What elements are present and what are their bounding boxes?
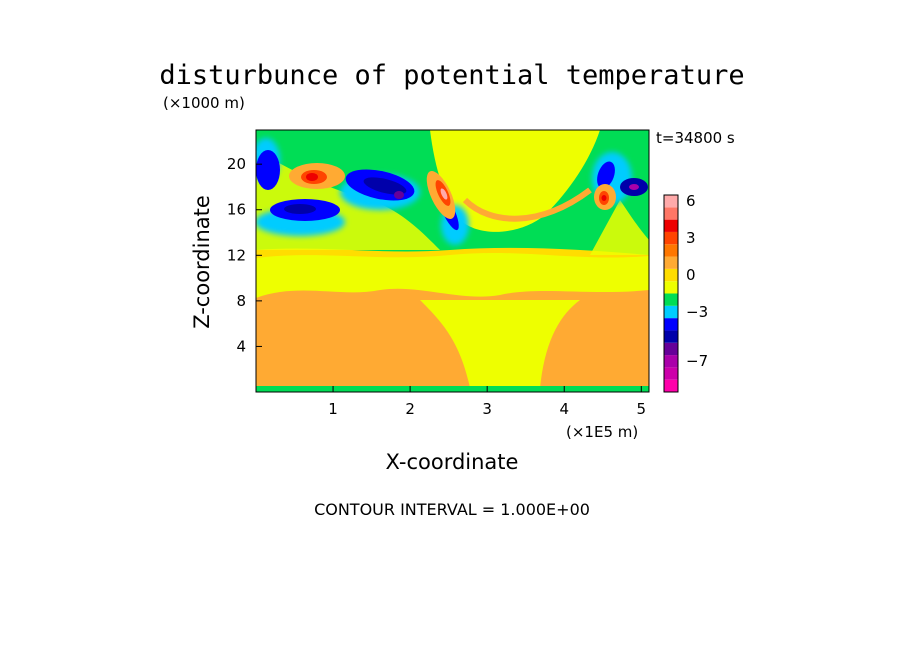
field-mid-yellow-band <box>256 252 649 298</box>
y-unit-label: (×1000 m) <box>163 94 245 112</box>
y-axis-label: Z-coordinate <box>190 195 214 329</box>
blue-core-right1 <box>597 161 615 189</box>
colorbar-bin <box>664 256 678 269</box>
warm-fan-arc <box>462 187 592 222</box>
purple-core-center <box>394 191 404 199</box>
y-tick-label: 16 <box>227 201 246 219</box>
colorbar-tick-label: −3 <box>686 303 708 321</box>
y-axis-ticks: 4 8 12 16 20 <box>227 155 262 355</box>
colorbar-bin <box>664 219 678 232</box>
heatmap-field <box>256 130 649 392</box>
colorbar-bin <box>664 281 678 294</box>
x-axis-label: X-coordinate <box>386 450 519 474</box>
colorbar-tick-label: 0 <box>686 266 696 284</box>
colorbar-labels: 6 3 0 −3 −7 <box>686 192 708 370</box>
navy-core-center <box>363 177 407 195</box>
time-label: t=34800 s <box>656 129 735 147</box>
x-axis-ticks: 1 2 3 4 5 <box>328 386 646 418</box>
field-ground-strip <box>256 386 649 392</box>
field-mid-yellow-center <box>420 300 580 388</box>
chart-title: disturbunce of potential temperature <box>159 60 744 91</box>
colorbar <box>663 194 679 393</box>
colorbar-bin <box>664 293 678 306</box>
blue-core-topleft <box>256 150 280 190</box>
colorbar-tick-label: 3 <box>686 229 696 247</box>
colorbar-bin <box>664 367 678 380</box>
x-tick-label: 5 <box>637 400 647 418</box>
warm-core-right-max <box>601 195 607 201</box>
x-tick-label: 2 <box>405 400 415 418</box>
x-tick-label: 4 <box>559 400 569 418</box>
x-tick-label: 1 <box>328 400 338 418</box>
colorbar-bin <box>664 318 678 331</box>
colorbar-frame <box>663 194 679 393</box>
purple-core-right <box>629 184 639 190</box>
y-tick-label: 4 <box>236 337 246 355</box>
x-unit-label: (×1E5 m) <box>566 423 638 441</box>
colorbar-bin <box>664 330 678 343</box>
field-upper-right-yellow <box>590 200 649 255</box>
navy-core-left <box>284 204 316 214</box>
warm-core-left-max <box>306 173 318 181</box>
warm-arc-center-max <box>440 188 448 200</box>
colorbar-bin <box>664 305 678 319</box>
y-tick-label: 8 <box>236 292 246 310</box>
plot-frame <box>255 129 650 393</box>
x-tick-label: 3 <box>482 400 492 418</box>
colorbar-bin <box>664 207 678 220</box>
colorbar-bin <box>664 379 678 392</box>
contour-interval-footer: CONTOUR INTERVAL = 1.000E+00 <box>314 500 590 519</box>
colorbar-bin <box>664 244 678 257</box>
colorbar-bin <box>664 268 678 282</box>
colorbar-bin <box>664 231 678 245</box>
colorbar-tick-label: 6 <box>686 192 696 210</box>
y-tick-label: 12 <box>227 246 246 264</box>
colorbar-bin <box>664 195 678 208</box>
colorbar-tick-label: −7 <box>686 352 708 370</box>
colorbar-bin <box>664 355 678 368</box>
colorbar-bin <box>664 342 678 356</box>
y-tick-label: 20 <box>227 155 246 173</box>
